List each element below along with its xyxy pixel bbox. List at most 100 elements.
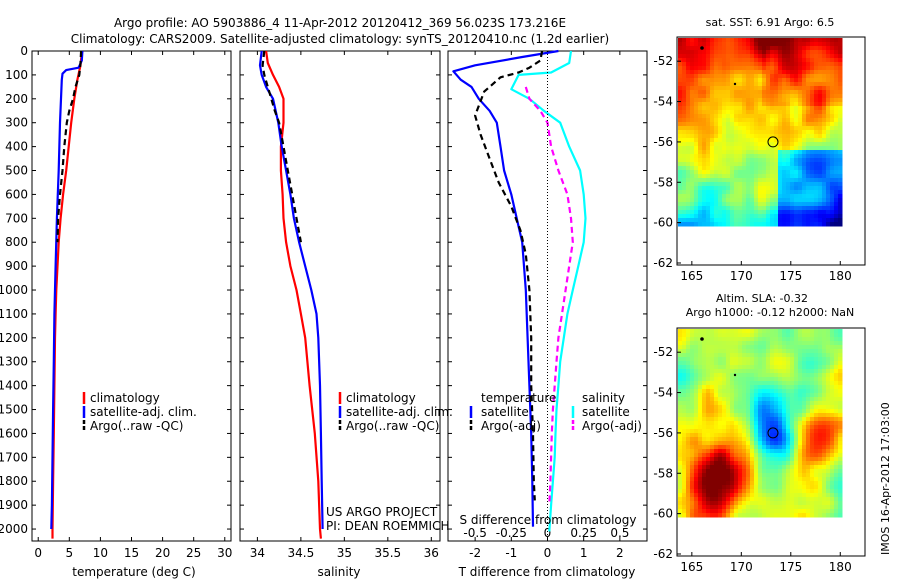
map-cell <box>738 134 743 139</box>
map-cell <box>814 465 819 470</box>
map-cell <box>762 365 767 370</box>
map-cell <box>730 46 735 51</box>
map-cell <box>726 182 731 187</box>
map-cell <box>734 38 739 43</box>
map-cell <box>730 413 735 418</box>
map-cell <box>694 505 699 510</box>
map-cell <box>762 513 767 518</box>
map-cell <box>766 190 771 195</box>
map-cell <box>770 158 775 163</box>
map-cell <box>750 214 755 219</box>
map-cell <box>706 441 711 446</box>
map-cell <box>830 46 835 51</box>
map-cell <box>758 54 763 59</box>
map-cell <box>786 138 791 143</box>
map-cell <box>694 341 699 346</box>
x-tick-label: 5 <box>65 546 73 560</box>
map-cell <box>706 86 711 91</box>
map-cell <box>770 329 775 334</box>
map-cell <box>690 58 695 63</box>
map-cell <box>802 62 807 67</box>
map-cell <box>810 202 815 207</box>
map-cell <box>802 401 807 406</box>
map-cell <box>802 349 807 354</box>
series-argo-raw-qc- <box>56 50 83 243</box>
map-cell <box>794 373 799 378</box>
map-cell <box>782 110 787 115</box>
map-cell <box>790 481 795 486</box>
map-cell <box>710 505 715 510</box>
map-cell <box>770 126 775 131</box>
map-cell <box>838 441 843 446</box>
map-cell <box>834 118 839 123</box>
map-cell <box>794 110 799 115</box>
map-cell <box>794 78 799 83</box>
map-cell <box>782 501 787 506</box>
map-dot <box>700 337 704 341</box>
map-cell <box>678 146 683 151</box>
map-cell <box>782 377 787 382</box>
map-cell <box>834 365 839 370</box>
map-cell <box>794 429 799 434</box>
map-cell <box>806 433 811 438</box>
map-cell <box>682 202 687 207</box>
map-cell <box>714 417 719 422</box>
map-cell <box>714 174 719 179</box>
map-cell <box>758 509 763 514</box>
map-cell <box>798 373 803 378</box>
map-cell <box>794 46 799 51</box>
map-cell <box>790 349 795 354</box>
map-cell <box>730 437 735 442</box>
map-cell <box>834 174 839 179</box>
map-cell <box>714 202 719 207</box>
map-cell <box>710 150 715 155</box>
map-cell <box>786 210 791 215</box>
map-cell <box>806 461 811 466</box>
map-cell <box>794 86 799 91</box>
map-cell <box>678 429 683 434</box>
map-cell <box>734 433 739 438</box>
map-cell <box>738 417 743 422</box>
map-cell <box>718 82 723 87</box>
map-cell <box>798 361 803 366</box>
map-cell <box>726 206 731 211</box>
map-cell <box>802 429 807 434</box>
map-cell <box>694 365 699 370</box>
map-cell <box>742 130 747 135</box>
map-cell <box>774 50 779 55</box>
map-cell <box>690 481 695 486</box>
map-cell <box>682 373 687 378</box>
map-cell <box>734 98 739 103</box>
map-cell <box>798 222 803 227</box>
map-cell <box>722 46 727 51</box>
map-cell <box>774 377 779 382</box>
map-cell <box>782 381 787 386</box>
map-cell <box>754 126 759 131</box>
map-cell <box>702 373 707 378</box>
map-cell <box>834 158 839 163</box>
map-cell <box>770 90 775 95</box>
map-cell <box>702 50 707 55</box>
map-cell <box>794 481 799 486</box>
map-cell <box>810 126 815 131</box>
map-cell <box>706 130 711 135</box>
map-cell <box>794 58 799 63</box>
map-cell <box>730 206 735 211</box>
map-cell <box>734 445 739 450</box>
map-cell <box>826 158 831 163</box>
map-cell <box>702 198 707 203</box>
map-cell <box>734 78 739 83</box>
map-cell <box>794 441 799 446</box>
map-cell <box>694 397 699 402</box>
map-cell <box>786 381 791 386</box>
map-cell <box>746 150 751 155</box>
map-cell <box>694 86 699 91</box>
map-cell <box>742 182 747 187</box>
map-cell <box>738 46 743 51</box>
map-cell <box>758 190 763 195</box>
map-cell <box>830 337 835 342</box>
map-cell <box>702 178 707 183</box>
map-cell <box>782 449 787 454</box>
map-cell <box>774 501 779 506</box>
map-cell <box>814 485 819 490</box>
